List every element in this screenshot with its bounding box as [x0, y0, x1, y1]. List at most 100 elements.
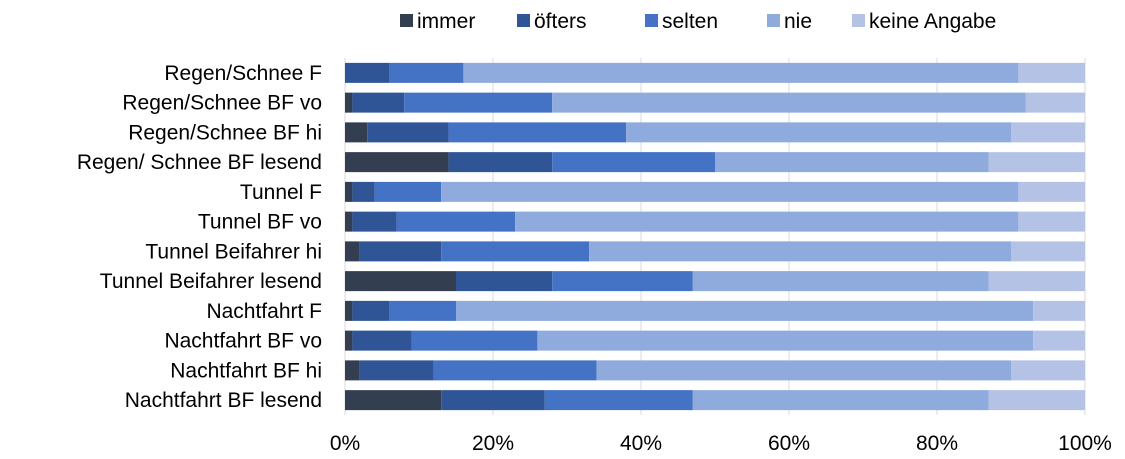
legend-item: keine Angabe	[852, 10, 996, 33]
bar-segment-öfters	[345, 62, 390, 83]
category-label: Regen/Schnee BF hi	[128, 121, 322, 144]
legend-label: selten	[662, 10, 718, 33]
legend-label: öfters	[534, 10, 587, 33]
bar-segment-nie	[626, 122, 1011, 143]
bar-segment-keine-angabe	[1018, 181, 1085, 202]
bar-segment-öfters	[359, 241, 442, 262]
bar-segment-nie	[537, 330, 1034, 351]
legend-swatch	[645, 14, 658, 27]
bar-segment-keine-angabe	[1011, 241, 1085, 262]
bar-segment-öfters	[448, 152, 553, 173]
bar-segment-keine-angabe	[1018, 211, 1085, 232]
bar-segment-selten	[389, 300, 456, 321]
bar-segment-selten	[404, 92, 553, 113]
bar-segment-keine-angabe	[1011, 360, 1085, 381]
bar-segment-keine-angabe	[988, 390, 1085, 411]
legend: immer öfters selten nie keine Angabe	[400, 10, 996, 33]
bar-segment-öfters	[352, 211, 397, 232]
bar-segment-nie	[692, 271, 989, 292]
bar-row	[345, 300, 1085, 321]
x-tick-label: 80%	[916, 432, 958, 455]
bar-segment-selten	[441, 241, 590, 262]
bar-row	[345, 360, 1085, 381]
category-labels: Regen/Schnee F Regen/Schnee BF vo Regen/Sc…	[77, 62, 322, 412]
bar-segment-keine-angabe	[1033, 330, 1085, 351]
bar-row	[345, 122, 1085, 143]
x-tick-label: 0%	[330, 432, 360, 455]
bar-row	[345, 390, 1085, 411]
bar-segment-keine-angabe	[1018, 62, 1085, 83]
category-label: Tunnel Beifahrer lesend	[100, 270, 322, 293]
legend-label: keine Angabe	[869, 10, 996, 33]
bar-segment-öfters	[352, 300, 390, 321]
bar-segment-selten	[374, 181, 442, 202]
bar-segment-immer	[345, 152, 449, 173]
bar-segment-selten	[389, 62, 464, 83]
bar-segment-nie	[441, 181, 1019, 202]
category-label: Nachtfahrt F	[206, 300, 322, 323]
bar-segment-nie	[463, 62, 1019, 83]
bar-row	[345, 211, 1085, 232]
legend-item: nie	[767, 10, 812, 33]
bar-row	[345, 62, 1085, 83]
bar-row	[345, 181, 1085, 202]
legend-swatch	[767, 14, 780, 27]
bar-row	[345, 92, 1085, 113]
legend-swatch	[400, 14, 413, 27]
bar-segment-öfters	[352, 92, 405, 113]
bar-segment-keine-angabe	[1033, 300, 1085, 321]
bar-segment-keine-angabe	[988, 152, 1085, 173]
category-label: Regen/Schnee F	[164, 62, 322, 85]
bar-segment-nie	[515, 211, 1019, 232]
bar-segment-immer	[345, 330, 353, 351]
bar-segment-selten	[552, 271, 693, 292]
bar-segment-keine-angabe	[988, 271, 1085, 292]
bar-segment-öfters	[367, 122, 449, 143]
x-tick-label: 60%	[768, 432, 810, 455]
x-tick-label: 20%	[472, 432, 514, 455]
bar-row	[345, 330, 1085, 351]
category-label: Tunnel BF vo	[198, 211, 322, 234]
legend-item: öfters	[517, 10, 587, 33]
gridlines	[344, 58, 1086, 415]
bar-segment-öfters	[441, 390, 545, 411]
bar-segment-immer	[345, 181, 353, 202]
bar-segment-selten	[411, 330, 538, 351]
bar-segment-immer	[345, 390, 442, 411]
bar-segment-nie	[596, 360, 1011, 381]
bar-segment-selten	[448, 122, 627, 143]
legend-swatch	[517, 14, 530, 27]
bar-segment-öfters	[352, 330, 412, 351]
bar-segment-selten	[544, 390, 693, 411]
bar-segment-nie	[456, 300, 1034, 321]
category-label: Nachtfahrt BF lesend	[125, 389, 322, 412]
x-tick-labels: 0% 20% 40% 60% 80% 100%	[330, 432, 1112, 455]
bar-segment-selten	[396, 211, 516, 232]
category-label: Tunnel F	[240, 181, 322, 204]
bar-row	[345, 271, 1085, 292]
bar-segment-immer	[345, 92, 353, 113]
bar-segment-nie	[552, 92, 1026, 113]
bar-segment-öfters	[456, 271, 553, 292]
bar-segment-immer	[345, 360, 360, 381]
legend-swatch	[852, 14, 865, 27]
bar-segment-selten	[552, 152, 715, 173]
x-tick-label: 100%	[1058, 432, 1112, 455]
x-tick-label: 40%	[620, 432, 662, 455]
bar-segment-nie	[692, 390, 989, 411]
category-label: Regen/Schnee BF vo	[122, 92, 322, 115]
bar-segment-selten	[433, 360, 597, 381]
bars	[345, 62, 1085, 411]
bar-segment-öfters	[359, 360, 434, 381]
legend-item: immer	[400, 10, 475, 33]
legend-item: selten	[645, 10, 718, 33]
bar-segment-nie	[715, 152, 989, 173]
category-label: Tunnel Beifahrer hi	[145, 240, 322, 263]
bar-segment-keine-angabe	[1011, 122, 1085, 143]
bar-segment-immer	[345, 271, 456, 292]
legend-label: immer	[417, 10, 475, 33]
bar-segment-immer	[345, 300, 353, 321]
bar-segment-keine-angabe	[1025, 92, 1085, 113]
bar-row	[345, 152, 1085, 173]
